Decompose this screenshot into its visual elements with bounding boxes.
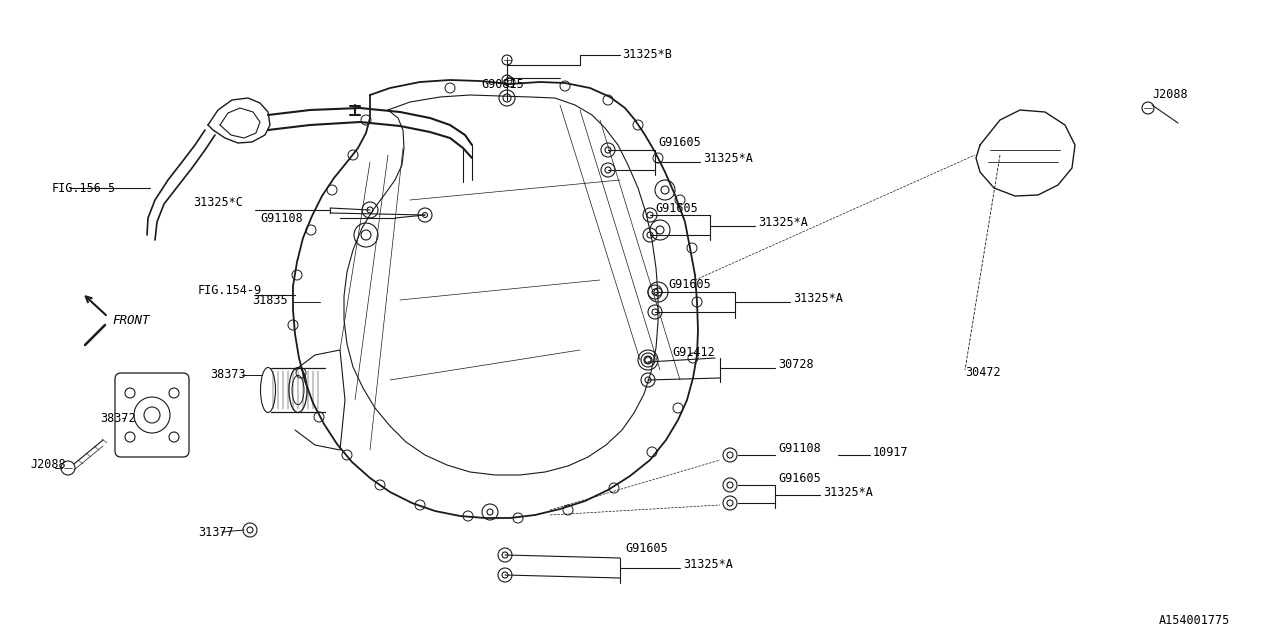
Text: 38373: 38373 <box>210 369 246 381</box>
Text: 31325*A: 31325*A <box>823 486 873 499</box>
Text: 10917: 10917 <box>873 445 909 458</box>
Text: G91605: G91605 <box>625 541 668 554</box>
Text: 31325*A: 31325*A <box>794 291 842 305</box>
Text: A154001775: A154001775 <box>1158 614 1230 627</box>
Text: G91605: G91605 <box>778 472 820 484</box>
Text: 31325*A: 31325*A <box>684 559 733 572</box>
Text: 31325*A: 31325*A <box>758 216 808 228</box>
Text: G91108: G91108 <box>260 211 303 225</box>
Text: J2088: J2088 <box>29 458 65 472</box>
Text: 30728: 30728 <box>778 358 814 371</box>
Text: 30472: 30472 <box>965 365 1001 378</box>
Text: 31325*C: 31325*C <box>193 196 243 209</box>
Text: 31325*B: 31325*B <box>622 49 672 61</box>
Text: FIG.154-9: FIG.154-9 <box>198 284 262 296</box>
Text: J2088: J2088 <box>1152 88 1188 102</box>
Text: 31325*A: 31325*A <box>703 152 753 164</box>
Text: 38372: 38372 <box>100 412 136 424</box>
Text: G91605: G91605 <box>668 278 710 291</box>
Text: G90815: G90815 <box>481 79 524 92</box>
Text: G91605: G91605 <box>655 202 698 214</box>
Text: FRONT: FRONT <box>113 314 150 326</box>
Text: FIG.156-5: FIG.156-5 <box>52 182 116 195</box>
Text: 31377: 31377 <box>198 525 234 538</box>
Text: G91108: G91108 <box>778 442 820 454</box>
Text: 31835: 31835 <box>252 294 288 307</box>
Text: G91605: G91605 <box>658 136 700 150</box>
Text: G91412: G91412 <box>672 346 714 360</box>
